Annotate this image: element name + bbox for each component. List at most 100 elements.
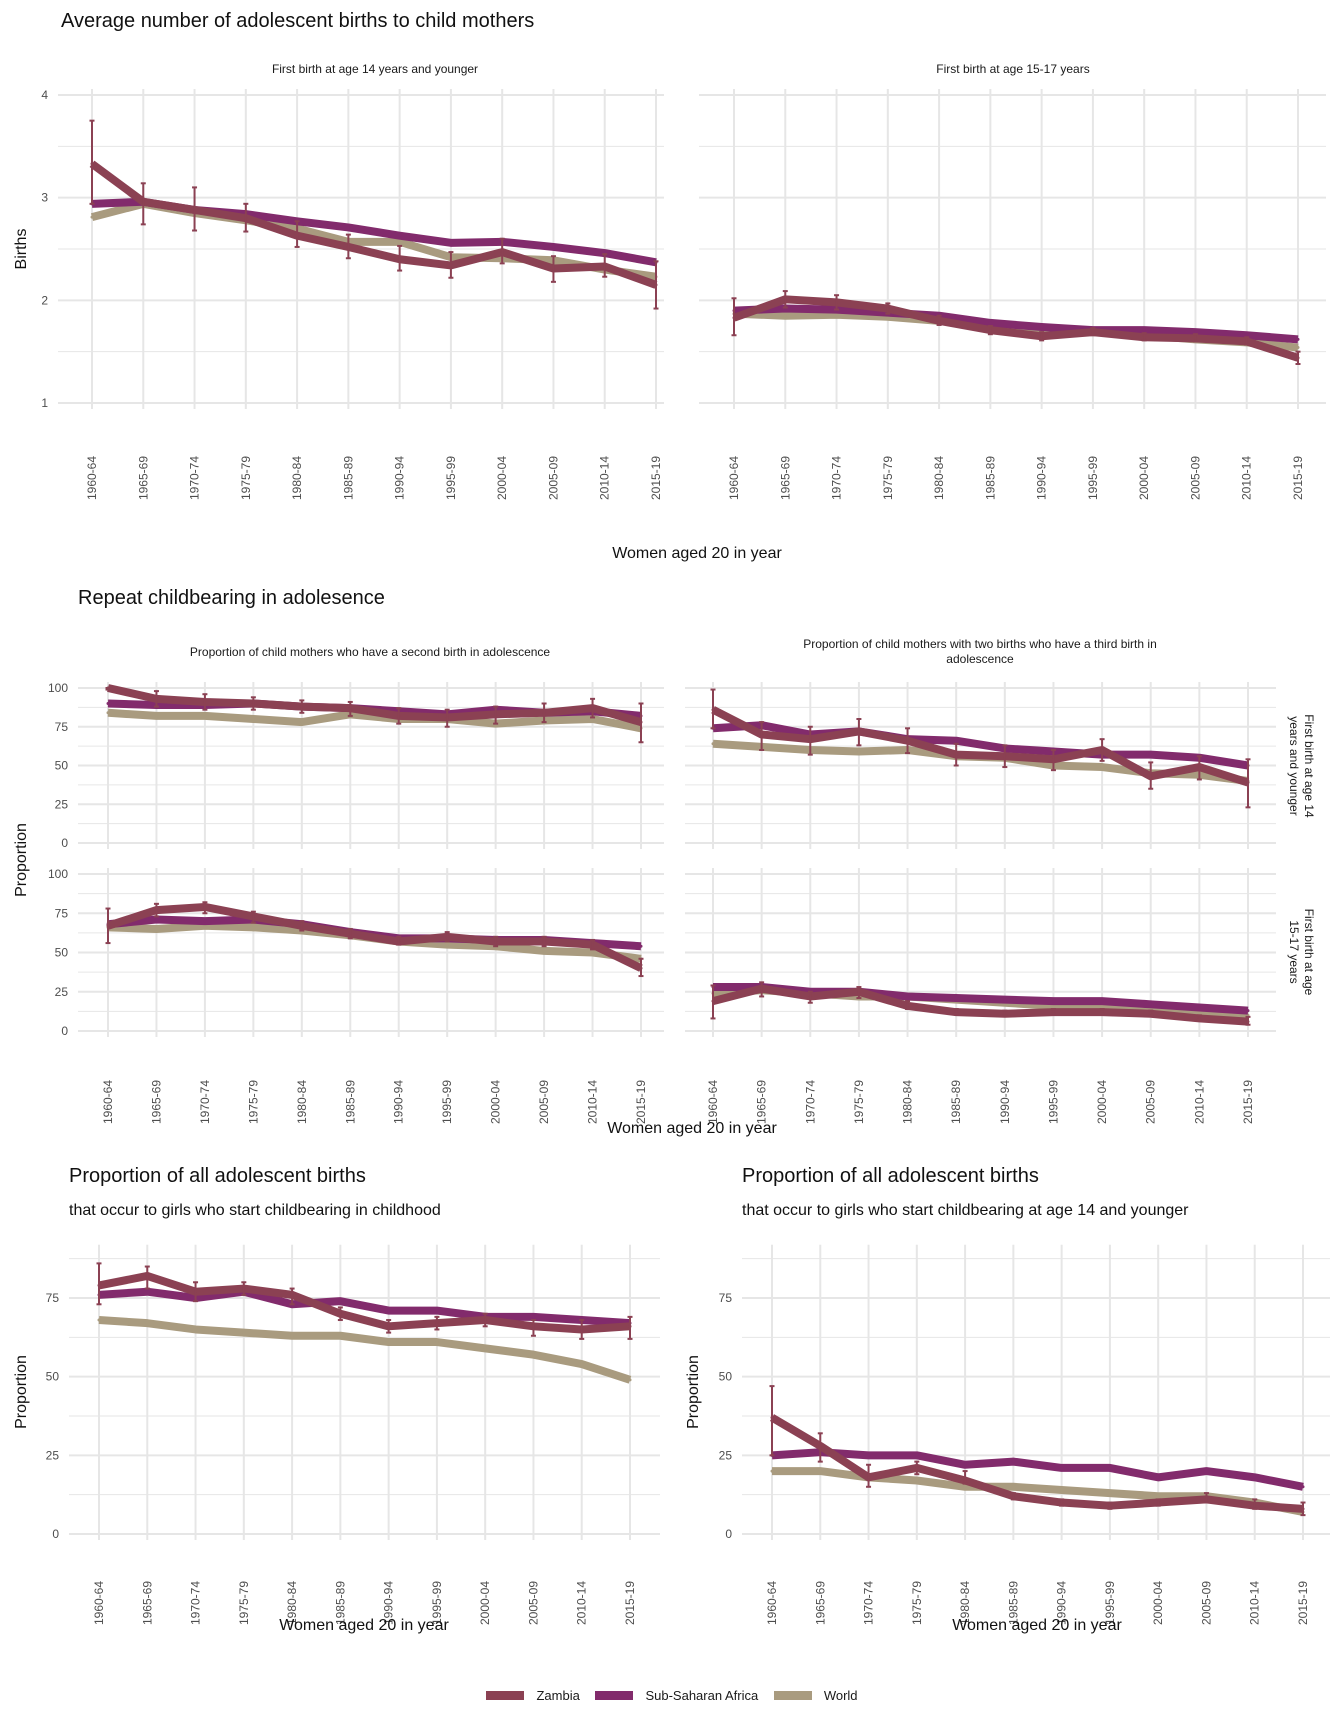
x-tick-label: 2005-09 [546, 456, 560, 500]
y-tick-label: 3 [41, 191, 48, 205]
y-tick-label: 75 [55, 720, 69, 734]
x-tick-label: 1980-84 [901, 1080, 915, 1124]
data-point-world [580, 1362, 584, 1366]
legend: Zambia Sub-Saharan Africa World [0, 1688, 1344, 1703]
row-strip-label-15-17: First birth at age [1302, 909, 1316, 996]
x-tick-label: 1975-79 [852, 1080, 866, 1124]
data-point-world [711, 742, 715, 746]
data-point-world [154, 714, 158, 718]
data-point-world [857, 750, 861, 754]
x-tick-label: 2005-09 [1144, 1080, 1158, 1124]
y-tick-label: 75 [719, 1291, 733, 1305]
data-point-sub-saharan-africa [203, 919, 207, 923]
section-a-title: Average number of adolescent births to c… [61, 10, 535, 32]
x-axis-label-section-b: Women aged 20 in year [607, 1120, 777, 1137]
series-line-world [98, 1316, 632, 1384]
data-point-sub-saharan-africa [1051, 999, 1055, 1003]
x-tick-label: 1975-79 [246, 1080, 260, 1124]
y-tick-label: 2 [41, 293, 48, 307]
x-tick-label: 1990-94 [393, 456, 407, 500]
series-line-sub-saharan-africa [771, 1448, 1304, 1491]
data-point-sub-saharan-africa [639, 944, 643, 948]
data-point-world [770, 1469, 774, 1473]
y-tick-label: 50 [55, 759, 69, 773]
panel-b3 [78, 868, 664, 1037]
x-tick-label: 1960-64 [101, 1080, 115, 1124]
data-point-world [90, 215, 94, 219]
x-tick-label: 1995-99 [444, 456, 458, 500]
y-axis-label-births: Births [13, 229, 30, 270]
x-tick-label: 1970-74 [803, 1080, 817, 1124]
x-tick-label: 1980-84 [295, 1080, 309, 1124]
x-tick-label: 1975-79 [881, 456, 895, 500]
x-tick-label: 1970-74 [198, 1080, 212, 1124]
data-point-sub-saharan-africa [1246, 1009, 1250, 1013]
data-point-world [435, 1340, 439, 1344]
x-tick-label: 1985-89 [949, 1080, 963, 1124]
data-point-sub-saharan-africa [963, 1463, 967, 1467]
data-point-sub-saharan-africa [1245, 333, 1249, 337]
x-tick-label: 2010-14 [586, 1080, 600, 1124]
data-point-world [387, 1340, 391, 1344]
data-point-world [483, 1346, 487, 1350]
x-tick-label: 1960-64 [706, 1080, 720, 1124]
data-point-sub-saharan-africa [346, 225, 350, 229]
data-point-sub-saharan-africa [1149, 1002, 1153, 1006]
section-c-left-subtitle: that occur to girls who start childbeari… [69, 1202, 441, 1219]
data-point-sub-saharan-africa [145, 1290, 149, 1294]
data-point-sub-saharan-africa [106, 702, 110, 705]
legend-swatch-zambia [486, 1691, 525, 1700]
panel-b4 [685, 868, 1276, 1037]
series-line-sub-saharan-africa [733, 304, 1299, 344]
y-tick-label: 0 [61, 1024, 68, 1038]
x-tick-label: 2005-09 [1188, 456, 1202, 500]
x-axis-label-section-a: Women aged 20 in year [612, 545, 782, 562]
panel-a2 [699, 89, 1326, 409]
data-point-sub-saharan-africa [906, 994, 910, 998]
y-tick-label: 25 [55, 985, 69, 999]
facet-title: adolescence [946, 652, 1014, 666]
legend-swatch-ssa [595, 1691, 634, 1700]
series-line-zambia [732, 295, 1300, 362]
facet-title: Proportion of child mothers with two bir… [803, 637, 1157, 651]
data-point-world [628, 1378, 632, 1382]
series-line-zambia [89, 160, 658, 289]
x-tick-label: 1975-79 [237, 1581, 251, 1625]
y-tick-label: 0 [52, 1527, 59, 1541]
x-tick-label: 1985-89 [983, 456, 997, 500]
data-point-sub-saharan-africa [531, 1315, 535, 1319]
data-point-sub-saharan-africa [1108, 1466, 1112, 1470]
x-tick-label: 1985-89 [333, 1581, 347, 1625]
x-tick-label: 1965-69 [140, 1581, 154, 1625]
y-tick-label: 75 [55, 906, 69, 920]
data-point-world [531, 1353, 535, 1357]
series-line-zambia [107, 684, 643, 726]
x-tick-label: 2000-04 [1095, 1080, 1109, 1124]
series-line-world [107, 708, 642, 733]
row-strip-label-14-younger: First birth at age 14 [1302, 714, 1316, 818]
series-line-zambia [98, 1271, 631, 1334]
x-tick-label: 1980-84 [958, 1581, 972, 1625]
x-tick-label: 1985-89 [343, 1080, 357, 1124]
x-tick-label: 1985-89 [341, 456, 355, 500]
section-c-left-title: Proportion of all adolescent births [69, 1165, 366, 1187]
x-tick-label: 2005-09 [1199, 1581, 1213, 1625]
x-tick-label: 2015-19 [1241, 1080, 1255, 1124]
data-point-world [835, 313, 839, 317]
y-tick-label: 0 [61, 836, 68, 850]
data-point-world [251, 925, 255, 929]
x-tick-label: 1990-94 [382, 1581, 396, 1625]
x-tick-label: 2015-19 [649, 456, 663, 500]
x-tick-label: 1990-94 [998, 1080, 1012, 1124]
data-point-sub-saharan-africa [1100, 999, 1104, 1003]
legend-item-ssa: Sub-Saharan Africa [595, 1688, 758, 1703]
panel-b2 [685, 682, 1276, 849]
series-line-zambia [769, 1414, 1304, 1513]
x-tick-label: 1990-94 [1035, 456, 1049, 500]
data-point-sub-saharan-africa [1296, 337, 1300, 341]
y-tick-label: 50 [46, 1370, 60, 1384]
y-tick-label: 25 [719, 1448, 733, 1462]
y-tick-label: 25 [46, 1448, 60, 1462]
x-tick-label: 1995-99 [430, 1581, 444, 1625]
